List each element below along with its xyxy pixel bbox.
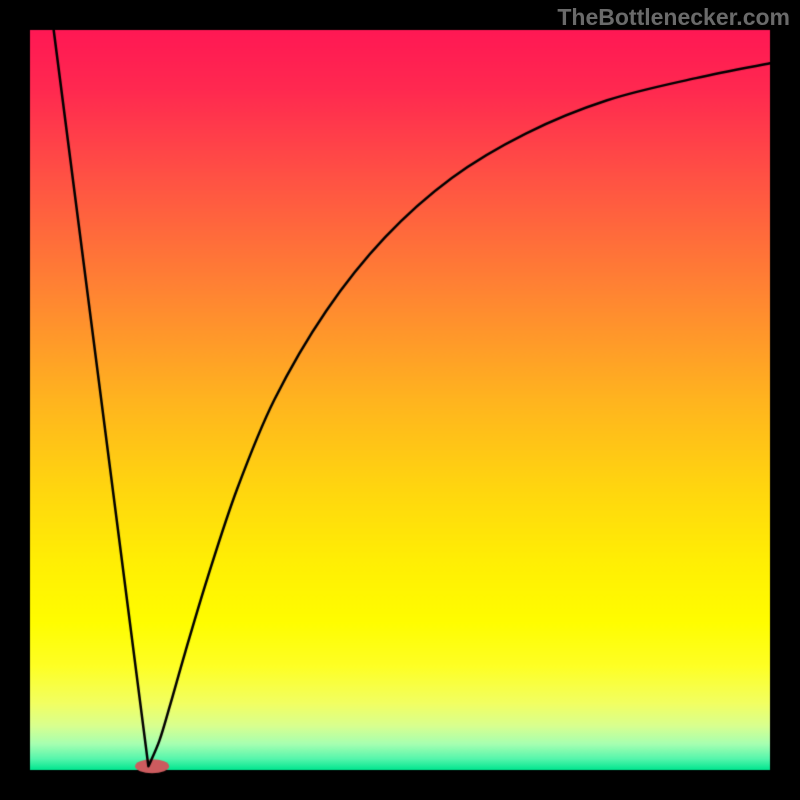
bottleneck-curve-chart bbox=[0, 0, 800, 800]
chart-container: TheBottlenecker.com bbox=[0, 0, 800, 800]
